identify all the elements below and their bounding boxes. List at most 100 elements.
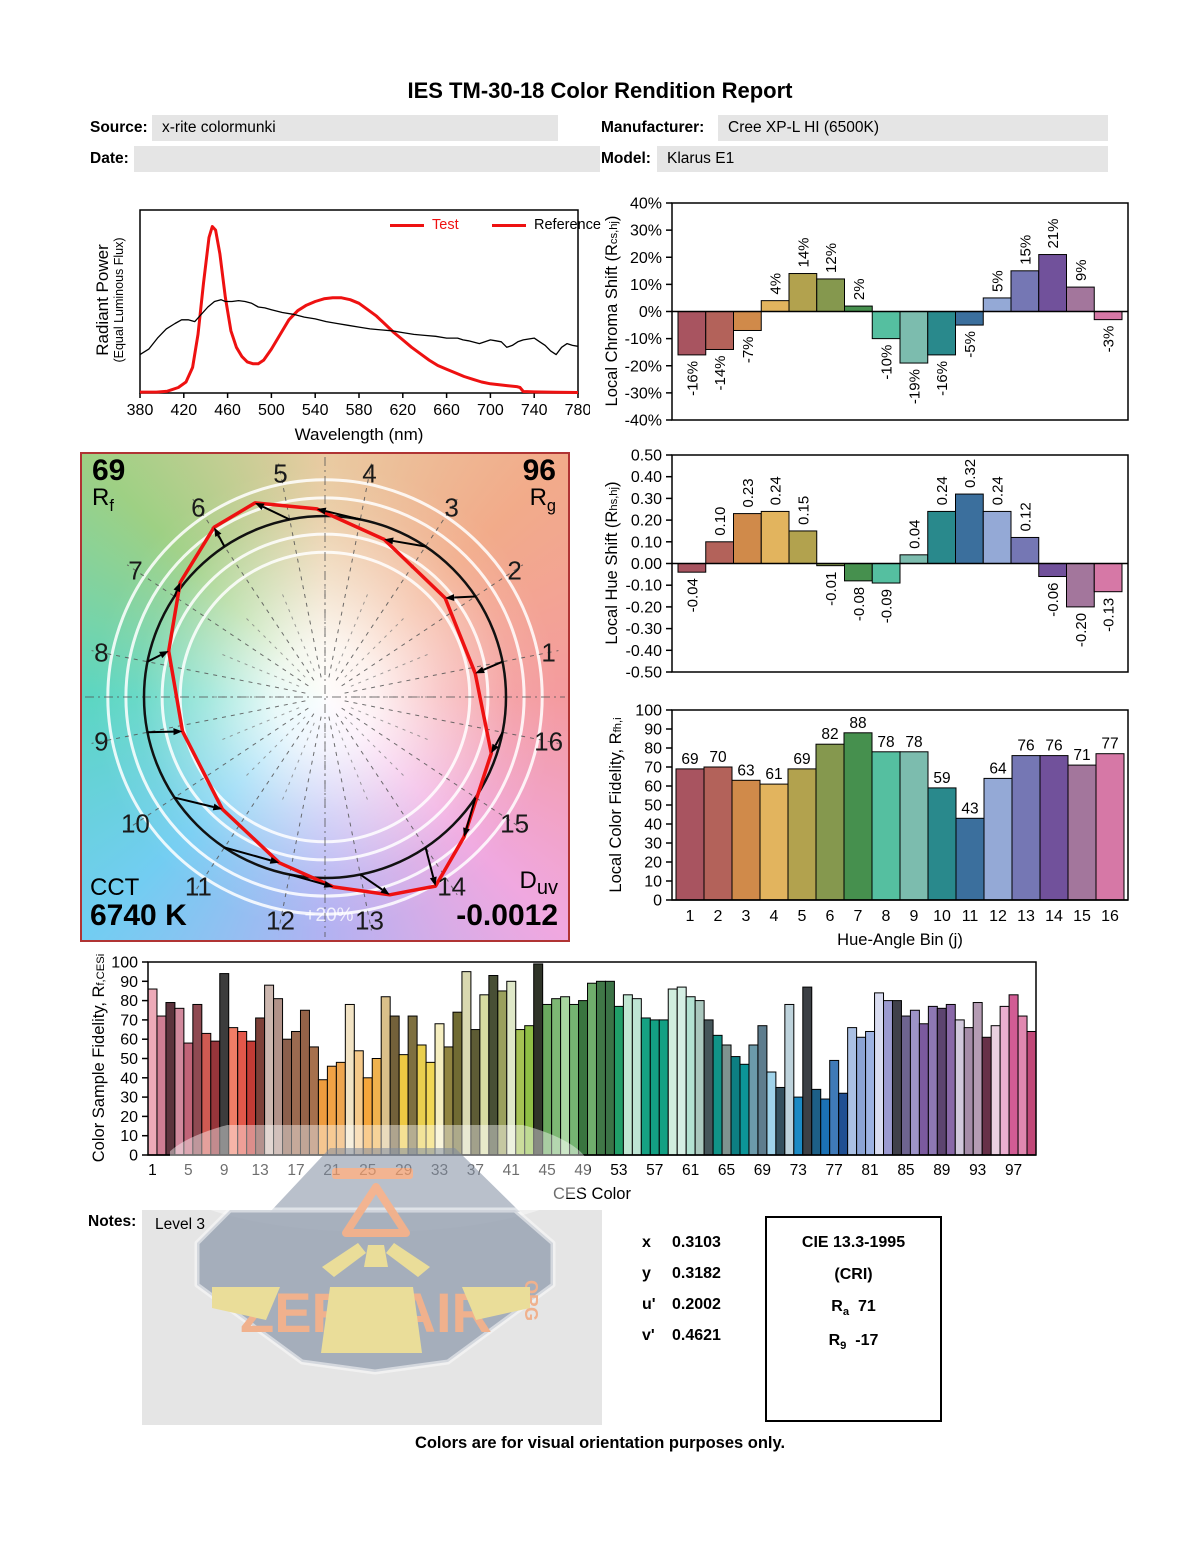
tick-label: -0.20: [626, 599, 663, 616]
bar: [918, 1023, 929, 1156]
tick-label: -0.10: [626, 578, 663, 595]
chromaticity-row: v' 0.4621: [642, 1327, 721, 1345]
bar: [820, 1098, 831, 1156]
bar: [416, 1044, 427, 1156]
bar-value-label: 2%: [851, 278, 868, 300]
bar: [954, 1019, 965, 1156]
tick-label: 580: [346, 402, 373, 419]
source-field[interactable]: x-rite colormunki: [152, 115, 558, 141]
bar: [649, 1019, 660, 1156]
inner-spoke: [350, 707, 429, 741]
bar-value-label: -0.09: [879, 589, 896, 623]
tick-label: 85: [897, 1162, 914, 1179]
shift-arrowhead: [173, 582, 181, 593]
bar: [1011, 755, 1041, 901]
shift-arrowhead: [445, 594, 455, 602]
bar: [676, 986, 687, 1156]
bar: [246, 1040, 257, 1156]
bar: [452, 1011, 463, 1156]
bar: [844, 563, 873, 582]
bar: [299, 1009, 310, 1156]
test-legend-line: [390, 224, 424, 227]
bar: [201, 1032, 212, 1156]
bar: [1095, 753, 1125, 901]
bar: [748, 1044, 759, 1156]
tick-label: 20: [120, 1109, 138, 1126]
notes-box[interactable]: Level 3: [142, 1210, 602, 1425]
bar: [407, 1015, 418, 1156]
shift-arrowhead: [429, 876, 437, 887]
tick-label: 460: [214, 402, 241, 419]
bar: [237, 1030, 248, 1156]
rf-block: 69 Rf: [92, 456, 125, 518]
bar: [899, 554, 929, 564]
date-field[interactable]: [134, 146, 600, 172]
bar: [1093, 563, 1123, 593]
tick-label: 70: [120, 1012, 138, 1029]
bar: [990, 1025, 1001, 1156]
bin-spoke: [341, 564, 524, 687]
bar-value-label: -0.06: [1045, 583, 1062, 617]
cct-value: 6740 K: [90, 899, 187, 932]
tick-label: 9: [220, 1162, 229, 1179]
bar: [936, 1007, 947, 1156]
tick-label: 1: [686, 908, 695, 925]
model-field[interactable]: Klarus E1: [657, 146, 1108, 172]
bar: [308, 1046, 319, 1156]
duv-label: Duv: [519, 867, 558, 899]
shift-arrow: [217, 534, 226, 547]
shift-arrowhead: [269, 856, 280, 864]
shift-arrow: [325, 510, 361, 521]
bar: [844, 305, 873, 312]
tick-label: 0.00: [631, 556, 662, 573]
bar: [802, 986, 813, 1156]
cct-block: CCT 6740 K: [90, 876, 187, 932]
tick-label: 90: [120, 974, 138, 991]
chromaticity-label: v': [642, 1327, 655, 1344]
chromaticity-block: x 0.3103 y 0.3182 u' 0.2002 v' 0.4621: [642, 1234, 721, 1358]
plot-frame: [139, 209, 579, 394]
bar: [955, 493, 984, 565]
tick-label: 420: [170, 402, 197, 419]
bar-value-label: 0.15: [795, 496, 812, 525]
bar-value-label: 21%: [1045, 219, 1062, 249]
bar: [963, 1027, 974, 1156]
x-axis-title: CES Color: [553, 1185, 631, 1200]
rf-label: Rf: [92, 484, 114, 515]
tick-label: 20: [644, 855, 662, 872]
tick-label: 73: [790, 1162, 807, 1179]
manufacturer-field[interactable]: Cree XP-L HI (6500K): [718, 115, 1108, 141]
tick-label: -0.50: [626, 665, 663, 682]
tick-label: 20%: [630, 250, 662, 267]
shift-arrow: [147, 654, 162, 663]
bar: [156, 1015, 167, 1156]
bar: [524, 1025, 535, 1156]
tick-label: 65: [718, 1162, 735, 1179]
bar-value-label: 9%: [1073, 259, 1090, 281]
tick-label: -10%: [625, 331, 662, 348]
shift-arrowhead: [159, 650, 169, 659]
bar: [955, 817, 985, 901]
bar-value-label: 64: [989, 760, 1007, 777]
bar: [371, 1058, 382, 1156]
bar: [604, 980, 615, 1156]
reference-legend-line: [492, 224, 526, 227]
shift-arrowhead: [380, 886, 390, 895]
bar-value-label: -14%: [712, 355, 729, 390]
bar: [983, 777, 1013, 901]
bin-number: 5: [273, 458, 287, 488]
bar-value-label: -16%: [934, 361, 951, 396]
shift-arrowhead: [323, 881, 334, 888]
shift-arrow: [174, 796, 214, 808]
bar: [389, 1015, 400, 1156]
bar: [784, 1003, 795, 1156]
tick-label: 2: [714, 908, 723, 925]
shift-arrowhead: [384, 537, 394, 545]
series-reference: [139, 299, 579, 356]
bar: [815, 743, 845, 901]
tick-label: 10: [120, 1128, 138, 1145]
bar-value-label: -0.13: [1101, 598, 1118, 632]
bar-value-label: 78: [905, 734, 922, 751]
tick-label: 40: [120, 1070, 138, 1087]
